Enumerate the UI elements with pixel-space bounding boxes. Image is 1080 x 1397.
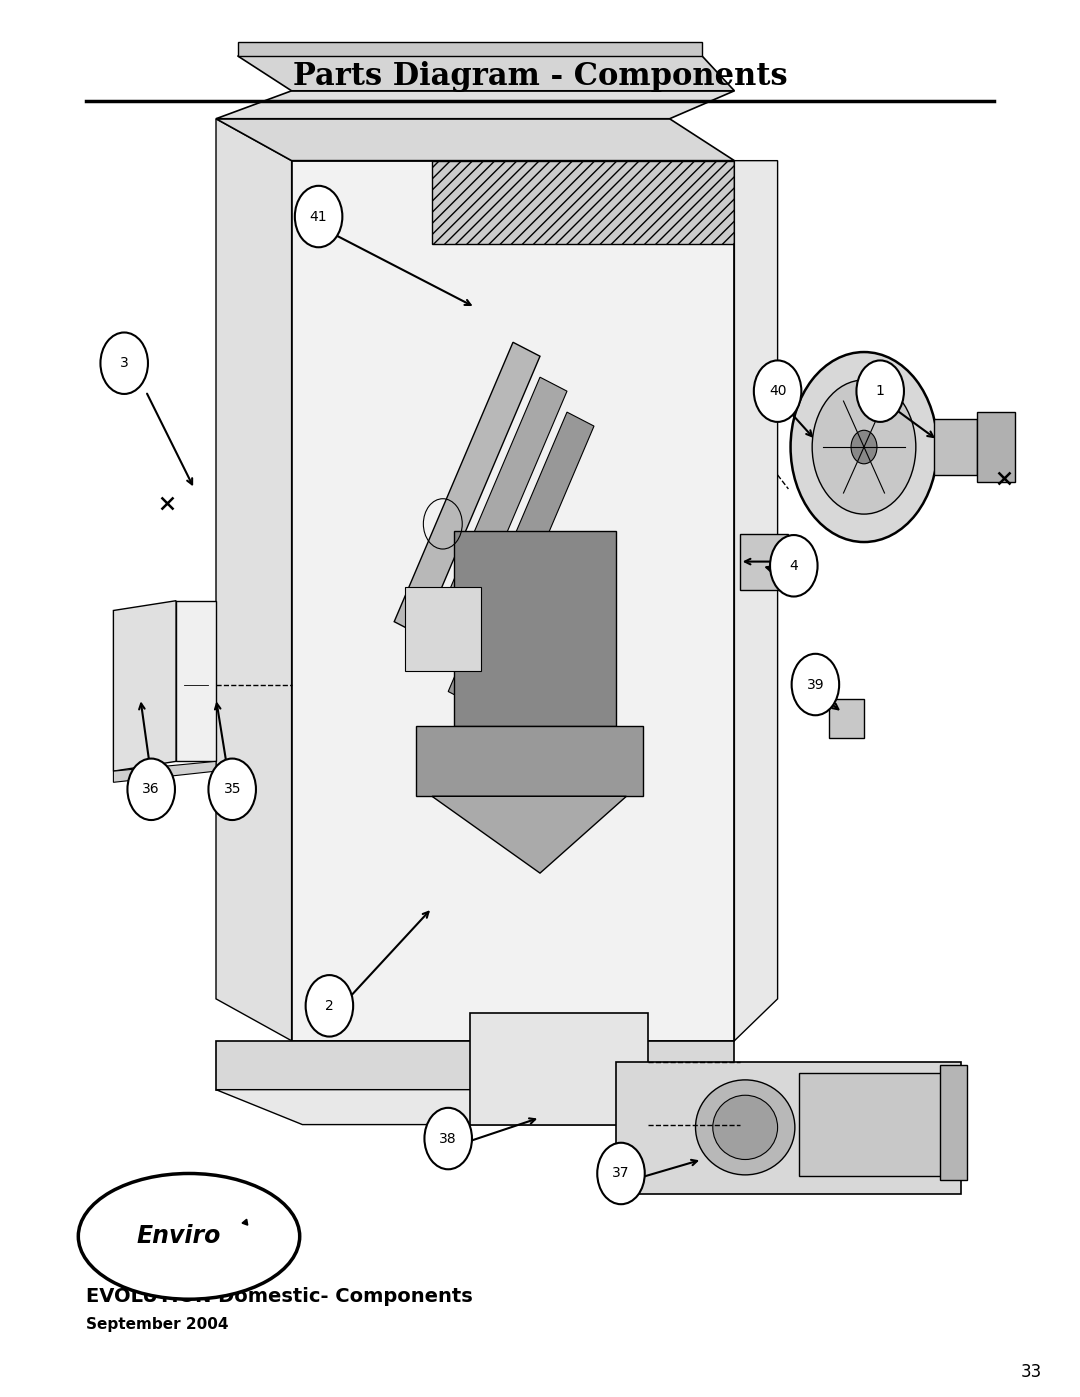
Circle shape (770, 535, 818, 597)
Circle shape (791, 352, 937, 542)
Text: 3: 3 (120, 356, 129, 370)
Circle shape (856, 360, 904, 422)
Polygon shape (238, 56, 734, 91)
Polygon shape (394, 342, 540, 636)
Text: 36: 36 (143, 782, 160, 796)
Circle shape (208, 759, 256, 820)
Text: 37: 37 (612, 1166, 630, 1180)
Circle shape (597, 1143, 645, 1204)
Polygon shape (216, 91, 734, 119)
Circle shape (792, 654, 839, 715)
Polygon shape (977, 412, 1015, 482)
Polygon shape (616, 1062, 961, 1194)
Polygon shape (448, 412, 594, 705)
Text: 33: 33 (1021, 1363, 1042, 1380)
Polygon shape (432, 161, 734, 244)
Ellipse shape (713, 1095, 778, 1160)
Polygon shape (216, 1041, 734, 1090)
Polygon shape (113, 761, 216, 782)
Text: 38: 38 (440, 1132, 457, 1146)
Circle shape (295, 186, 342, 247)
Circle shape (127, 759, 175, 820)
Polygon shape (740, 534, 788, 590)
Text: Enviro: Enviro (136, 1224, 220, 1249)
Text: 1: 1 (876, 384, 885, 398)
Ellipse shape (79, 1173, 300, 1299)
Text: Parts Diagram - Components: Parts Diagram - Components (293, 61, 787, 92)
Text: 4: 4 (789, 559, 798, 573)
Polygon shape (292, 161, 734, 1041)
Polygon shape (454, 531, 616, 726)
Polygon shape (216, 119, 734, 161)
Polygon shape (216, 119, 292, 1041)
Polygon shape (799, 1073, 961, 1176)
Text: 41: 41 (310, 210, 327, 224)
Polygon shape (940, 1065, 967, 1180)
Circle shape (754, 360, 801, 422)
Polygon shape (216, 1090, 810, 1125)
Polygon shape (734, 161, 778, 1041)
Ellipse shape (696, 1080, 795, 1175)
Polygon shape (405, 587, 481, 671)
Circle shape (812, 380, 916, 514)
Polygon shape (829, 698, 864, 738)
Text: 39: 39 (807, 678, 824, 692)
Polygon shape (934, 419, 977, 475)
Text: 35: 35 (224, 782, 241, 796)
Polygon shape (416, 726, 643, 796)
Text: September 2004: September 2004 (86, 1317, 229, 1331)
Circle shape (100, 332, 148, 394)
Circle shape (851, 430, 877, 464)
Text: 2: 2 (325, 999, 334, 1013)
Polygon shape (470, 1013, 648, 1125)
Polygon shape (113, 601, 176, 771)
Circle shape (306, 975, 353, 1037)
Polygon shape (432, 796, 626, 873)
Polygon shape (421, 377, 567, 671)
Polygon shape (176, 601, 216, 761)
Text: 40: 40 (769, 384, 786, 398)
Polygon shape (238, 42, 702, 56)
Text: EVOLUTION Domestic- Components: EVOLUTION Domestic- Components (86, 1287, 473, 1306)
Circle shape (424, 1108, 472, 1169)
